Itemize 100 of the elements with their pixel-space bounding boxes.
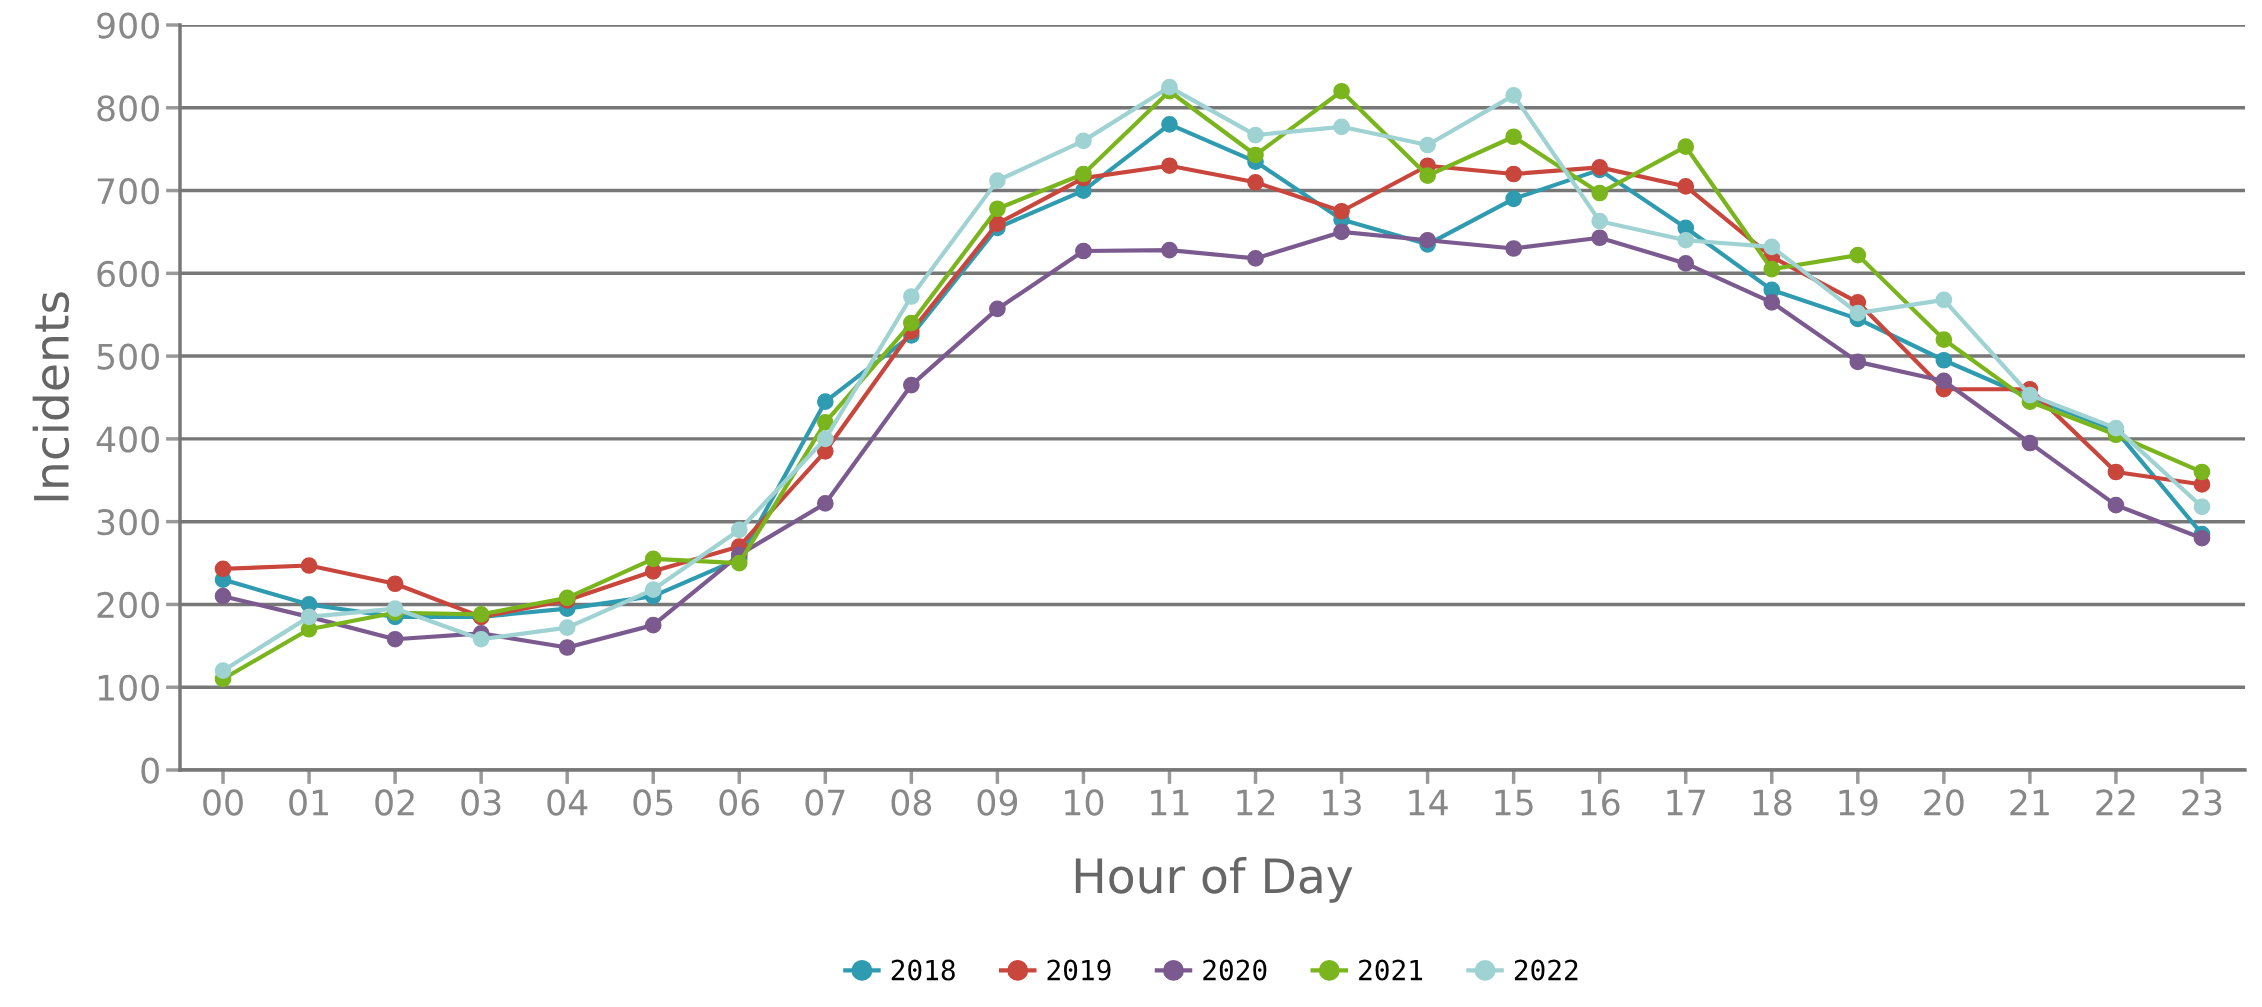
point bbox=[1935, 291, 1953, 309]
x-tick-label: 09 bbox=[977, 789, 1018, 816]
point bbox=[2193, 498, 2211, 516]
x-tick-label: 15 bbox=[1495, 789, 1533, 816]
point bbox=[2107, 463, 2125, 481]
point bbox=[386, 600, 404, 617]
point bbox=[730, 521, 748, 539]
legend-label: 2019 bbox=[1047, 959, 1111, 981]
y-tick-label: 300 bbox=[97, 509, 159, 536]
point bbox=[1161, 157, 1178, 175]
x-tick-label: 20 bbox=[1924, 789, 1964, 816]
point bbox=[2193, 529, 2211, 547]
point bbox=[472, 630, 490, 648]
x-tick-label: 13 bbox=[1323, 789, 1361, 816]
point bbox=[558, 619, 576, 636]
point bbox=[1161, 78, 1178, 96]
point bbox=[1505, 165, 1522, 183]
y-tick-label: 500 bbox=[97, 343, 159, 370]
point bbox=[1591, 184, 1609, 202]
point bbox=[1247, 126, 1264, 144]
point bbox=[1505, 87, 1522, 104]
point bbox=[644, 581, 662, 598]
point bbox=[2107, 496, 2125, 514]
point bbox=[1505, 128, 1522, 146]
point bbox=[1247, 250, 1264, 267]
point bbox=[1075, 132, 1092, 150]
x-tick-label: 17 bbox=[1667, 789, 1705, 816]
point bbox=[816, 393, 834, 410]
x-tick-label: 01 bbox=[289, 789, 328, 816]
point bbox=[1419, 136, 1436, 154]
y-tick-label: 700 bbox=[97, 177, 159, 205]
legend-label: 2020 bbox=[1203, 959, 1267, 981]
point bbox=[558, 639, 576, 656]
y-tick-label: 600 bbox=[97, 260, 159, 288]
point bbox=[1677, 178, 1695, 195]
point bbox=[989, 172, 1006, 189]
y-tick-label: 100 bbox=[98, 674, 159, 701]
legend-label: 2022 bbox=[1514, 959, 1578, 981]
point bbox=[989, 300, 1006, 318]
point bbox=[816, 413, 834, 431]
point bbox=[2021, 434, 2039, 452]
x-axis-title: Hour of Day bbox=[1075, 857, 1353, 903]
point bbox=[1677, 231, 1695, 249]
x-tick-label: 19 bbox=[1839, 789, 1878, 816]
point bbox=[1849, 353, 1867, 371]
x-tick-label: 00 bbox=[203, 789, 243, 816]
point bbox=[1763, 260, 1781, 278]
x-tick-label: 22 bbox=[2096, 789, 2135, 816]
x-tick-label: 06 bbox=[719, 789, 760, 816]
x-tick-label: 21 bbox=[2010, 789, 2049, 816]
point bbox=[903, 314, 920, 332]
x-tick-label: 14 bbox=[1409, 789, 1448, 816]
point bbox=[1849, 246, 1867, 264]
x-tick-label: 03 bbox=[461, 789, 501, 816]
point bbox=[1161, 241, 1178, 259]
y-tick-label: 400 bbox=[96, 426, 159, 453]
point bbox=[214, 662, 232, 680]
point bbox=[1247, 173, 1264, 191]
point bbox=[1935, 331, 1953, 348]
point bbox=[1935, 351, 1953, 369]
point bbox=[1247, 146, 1264, 164]
point bbox=[2193, 463, 2211, 481]
y-tick-label: 0 bbox=[141, 757, 159, 784]
point bbox=[1419, 167, 1436, 184]
point bbox=[1763, 238, 1781, 256]
point bbox=[1075, 165, 1092, 183]
point bbox=[644, 616, 662, 634]
point bbox=[1075, 242, 1092, 260]
point bbox=[1677, 138, 1695, 156]
point bbox=[1505, 190, 1522, 208]
point bbox=[1591, 229, 1609, 247]
point bbox=[989, 200, 1006, 218]
point bbox=[386, 575, 404, 593]
y-tick-label: 200 bbox=[97, 591, 159, 619]
point bbox=[644, 550, 662, 568]
point bbox=[730, 554, 748, 572]
y-axis-title: Incidents bbox=[32, 292, 70, 501]
point bbox=[214, 587, 232, 605]
legend-label: 2021 bbox=[1359, 959, 1423, 981]
point bbox=[1763, 293, 1781, 311]
point bbox=[989, 215, 1006, 233]
x-tick-label: 18 bbox=[1753, 789, 1792, 816]
point bbox=[816, 430, 834, 448]
x-tick-label: 07 bbox=[805, 789, 845, 816]
point bbox=[300, 557, 318, 574]
point bbox=[816, 495, 834, 512]
point bbox=[1333, 223, 1350, 241]
point bbox=[903, 288, 920, 305]
x-tick-label: 10 bbox=[1065, 789, 1104, 816]
point bbox=[1333, 202, 1350, 220]
point bbox=[903, 376, 920, 394]
x-tick-label: 11 bbox=[1151, 789, 1189, 816]
point bbox=[1333, 82, 1350, 100]
x-tick-label: 05 bbox=[633, 789, 673, 816]
point bbox=[1161, 115, 1178, 133]
x-tick-label: 08 bbox=[891, 789, 932, 816]
x-tick-label: 04 bbox=[547, 789, 588, 816]
point bbox=[386, 630, 404, 648]
legend-label: 2018 bbox=[891, 959, 955, 981]
point bbox=[1591, 212, 1609, 230]
